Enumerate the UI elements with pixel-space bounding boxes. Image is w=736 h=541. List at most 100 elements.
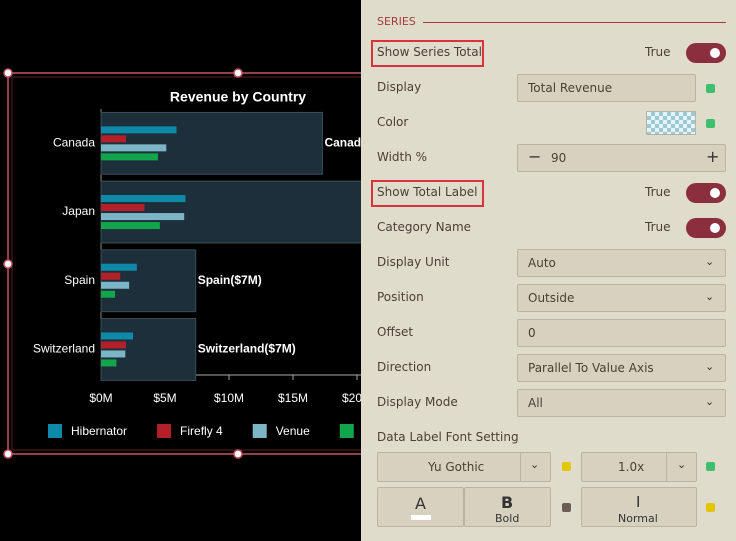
total-bar [100, 249, 197, 313]
toggle-text[interactable]: True [645, 220, 671, 234]
resize-handle [3, 259, 13, 269]
bar [101, 153, 158, 161]
input-value[interactable]: 0 [528, 326, 536, 340]
legend-label: Venue [276, 424, 310, 438]
indicator [562, 462, 571, 471]
text-input[interactable]: 0 [517, 319, 726, 347]
section-title: SERIES [377, 15, 416, 28]
bar [101, 195, 186, 203]
category-label: Spain [64, 273, 95, 287]
select[interactable]: Outside ⌄ [517, 284, 726, 312]
chevron: ⌄ [705, 360, 715, 373]
font-value: Yu Gothic [428, 460, 485, 474]
bar [101, 126, 177, 134]
legend-label: Firefly 4 [180, 424, 223, 438]
bar [101, 281, 130, 289]
toggle-knob[interactable] [710, 188, 720, 198]
resize-handle [3, 449, 13, 459]
legend-label: Hibernator [71, 424, 127, 438]
select[interactable]: Auto ⌄ [517, 249, 726, 277]
bar [101, 144, 167, 152]
stepper[interactable]: 90− + [517, 144, 726, 172]
scale-select[interactable]: 1.0x ⌄ [581, 452, 697, 482]
chevron: ⌄ [705, 395, 715, 408]
row-label: Position [377, 290, 424, 304]
button-caption[interactable]: Normal [618, 512, 658, 525]
toggle-text[interactable]: True [645, 45, 671, 59]
color-button[interactable]: A [377, 487, 464, 527]
font-select[interactable]: Yu Gothic ⌄ [377, 452, 551, 482]
input-value[interactable]: Parallel To Value Axis [528, 361, 654, 375]
legend-swatch [339, 424, 354, 438]
color-bar [411, 515, 431, 520]
row-label: Display Mode [377, 395, 458, 409]
x-tick-label: $0M [89, 391, 112, 405]
total-label: Spain($7M) [198, 273, 262, 287]
button-glyph[interactable]: A [415, 494, 426, 513]
x-tick-label: $15M [278, 391, 308, 405]
settings-panel: SERIES Show Series Total True Display Total … [361, 0, 736, 541]
input-value[interactable]: All [528, 396, 543, 410]
indicator [706, 119, 715, 128]
indicator [706, 503, 715, 512]
legend-swatch [157, 424, 172, 438]
chevron: ⌄ [530, 458, 540, 471]
highlight-box [371, 180, 484, 207]
toggle[interactable] [686, 218, 726, 238]
toggle[interactable] [686, 183, 726, 203]
divider [666, 453, 667, 481]
input-value: Total Revenue [528, 81, 613, 95]
select[interactable]: All ⌄ [517, 389, 726, 417]
bar [101, 222, 160, 230]
resize-handle [3, 68, 13, 78]
indicator [562, 503, 571, 512]
toggle[interactable] [686, 43, 726, 63]
row-label: Category Name [377, 220, 472, 234]
bar [101, 290, 116, 298]
input-value[interactable]: Auto [528, 256, 556, 270]
bar [101, 341, 126, 349]
chevron: ⌄ [677, 458, 687, 471]
divider [520, 453, 521, 481]
scale-value: 1.0x [618, 460, 645, 474]
indicator [706, 84, 715, 93]
category-label: Canada [53, 136, 95, 150]
row-label: Direction [377, 360, 432, 374]
row-label: Offset [377, 325, 414, 339]
total-label: Switzerland($7M) [198, 342, 296, 356]
font-section-label: Data Label Font Setting [377, 430, 519, 444]
bar [101, 213, 185, 221]
stepper-minus[interactable]: − [528, 147, 542, 166]
button-caption[interactable]: Bold [495, 512, 520, 525]
total-bar [100, 180, 372, 244]
total-bar [100, 111, 323, 175]
bar [101, 272, 121, 280]
bar [101, 135, 126, 143]
row-label: Show Series Total [377, 45, 482, 59]
row-label: Display [377, 80, 422, 94]
text-input[interactable]: Total Revenue [517, 74, 696, 102]
button-glyph[interactable]: I [636, 493, 641, 511]
button-glyph[interactable]: B [501, 493, 514, 512]
toggle-knob[interactable] [710, 223, 720, 233]
bold-button[interactable]: B Bold [464, 487, 551, 527]
bar [101, 263, 137, 271]
x-tick-label: $10M [214, 391, 244, 405]
bar [101, 350, 126, 358]
bar [101, 332, 133, 340]
toggle-text[interactable]: True [645, 185, 671, 199]
legend-swatch [252, 424, 267, 438]
resize-handle [233, 68, 243, 78]
toggle-knob[interactable] [710, 48, 720, 58]
row-label: Show Total Label [377, 185, 478, 199]
color-swatch[interactable] [646, 111, 696, 135]
select[interactable]: Parallel To Value Axis ⌄ [517, 354, 726, 382]
total-bar [100, 318, 197, 381]
input-value[interactable]: 90 [551, 151, 567, 165]
stepper-plus[interactable]: + [706, 147, 720, 166]
chart-title: Revenue by Country [170, 89, 306, 105]
italic-button[interactable]: I Normal [581, 487, 697, 527]
input-value[interactable]: Outside [528, 291, 575, 305]
